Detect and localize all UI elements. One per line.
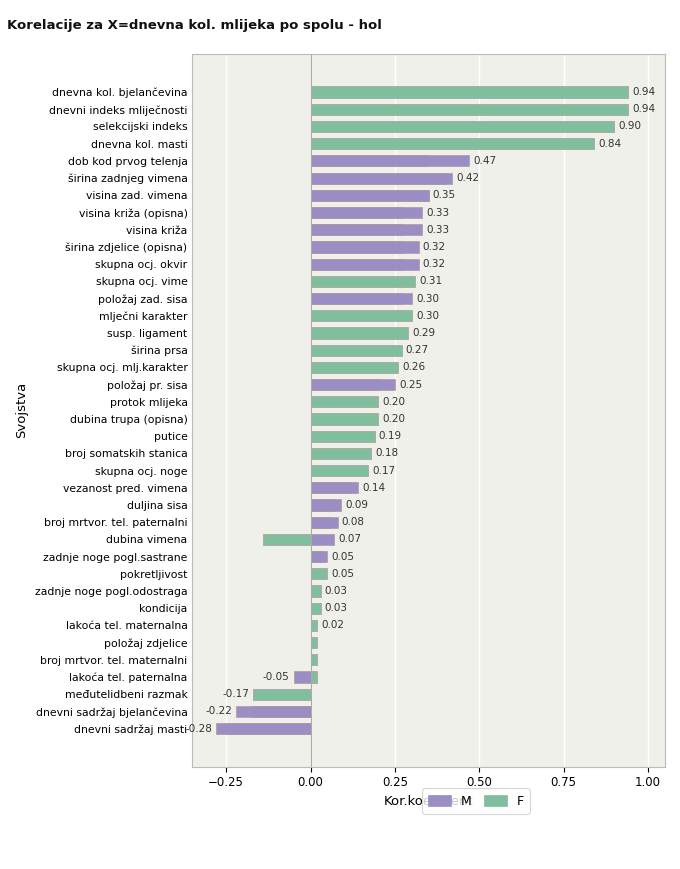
Text: 0.31: 0.31 — [420, 276, 443, 286]
Bar — [311, 482, 358, 494]
Text: 0.08: 0.08 — [341, 517, 364, 527]
Bar — [311, 362, 398, 373]
Bar — [311, 586, 321, 597]
Bar — [311, 207, 422, 218]
Legend: M, F: M, F — [422, 788, 530, 813]
Bar — [311, 242, 419, 253]
Text: 0.09: 0.09 — [345, 500, 368, 510]
Text: 0.02: 0.02 — [322, 620, 344, 630]
Bar — [311, 654, 318, 666]
Bar — [311, 224, 402, 235]
Bar — [311, 379, 378, 390]
Text: 0.33: 0.33 — [426, 225, 449, 235]
Text: 0.17: 0.17 — [372, 466, 395, 475]
Bar — [311, 568, 328, 580]
Bar — [311, 259, 419, 269]
Text: 0.14: 0.14 — [362, 483, 385, 493]
X-axis label: Kor.koeficient: Kor.koeficient — [384, 795, 473, 808]
Bar — [311, 672, 318, 683]
Bar — [311, 414, 378, 425]
Text: 0.25: 0.25 — [399, 380, 422, 389]
Text: 0.32: 0.32 — [423, 259, 446, 269]
Bar — [311, 448, 371, 459]
Text: 0.42: 0.42 — [456, 173, 479, 183]
Bar — [311, 379, 395, 390]
Bar — [311, 310, 412, 322]
Bar — [311, 516, 331, 527]
Text: -0.05: -0.05 — [263, 672, 290, 682]
Text: 0.30: 0.30 — [416, 311, 439, 321]
Text: 0.18: 0.18 — [375, 448, 398, 458]
Bar — [311, 482, 351, 494]
Bar — [311, 344, 402, 355]
Bar — [311, 500, 341, 511]
Bar — [311, 173, 452, 183]
Y-axis label: Svojstva: Svojstva — [15, 382, 28, 439]
Text: -0.22: -0.22 — [205, 706, 233, 716]
Bar — [311, 224, 422, 235]
Bar — [311, 637, 318, 648]
Text: 0.05: 0.05 — [332, 552, 354, 561]
Text: 0.19: 0.19 — [379, 431, 402, 441]
Bar — [311, 259, 402, 269]
Bar — [311, 465, 368, 476]
Bar — [237, 706, 311, 717]
Bar — [311, 189, 428, 201]
Bar — [311, 173, 445, 183]
Bar — [294, 672, 311, 683]
Text: 0.94: 0.94 — [632, 104, 655, 115]
Bar — [311, 396, 378, 408]
Text: 0.90: 0.90 — [618, 122, 641, 131]
Bar — [311, 275, 415, 287]
Text: 0.29: 0.29 — [413, 328, 436, 338]
Text: 0.32: 0.32 — [423, 242, 446, 252]
Text: 0.47: 0.47 — [473, 156, 496, 166]
Bar — [263, 534, 311, 545]
Text: 0.35: 0.35 — [432, 190, 456, 201]
Bar — [311, 551, 328, 562]
Bar — [311, 328, 409, 339]
Bar — [311, 156, 469, 167]
Bar — [311, 602, 321, 614]
Text: 0.33: 0.33 — [426, 208, 449, 217]
Bar — [311, 189, 428, 201]
Text: 0.20: 0.20 — [382, 397, 405, 407]
Text: 0.26: 0.26 — [403, 362, 426, 372]
Text: 0.94: 0.94 — [632, 87, 655, 97]
Text: 0.03: 0.03 — [325, 603, 347, 614]
Bar — [311, 87, 628, 97]
Bar — [311, 207, 402, 218]
Text: Korelacije za X=dnevna kol. mlijeka po spolu - hol: Korelacije za X=dnevna kol. mlijeka po s… — [7, 19, 381, 32]
Bar — [311, 516, 337, 527]
Text: 0.84: 0.84 — [598, 139, 622, 149]
Bar — [311, 620, 318, 631]
Bar — [253, 706, 311, 717]
Bar — [311, 293, 412, 304]
Bar — [253, 688, 311, 700]
Text: 0.27: 0.27 — [406, 345, 429, 355]
Bar — [311, 242, 402, 253]
Bar — [216, 723, 311, 734]
Bar — [311, 138, 594, 149]
Bar — [226, 723, 311, 734]
Text: 0.03: 0.03 — [325, 586, 347, 596]
Bar — [311, 156, 428, 167]
Bar — [311, 293, 402, 304]
Text: -0.28: -0.28 — [185, 724, 212, 733]
Text: 0.07: 0.07 — [338, 534, 361, 544]
Text: 0.05: 0.05 — [332, 569, 354, 579]
Text: 0.30: 0.30 — [416, 294, 439, 303]
Bar — [311, 103, 628, 115]
Bar — [311, 551, 324, 562]
Bar — [311, 430, 375, 441]
Bar — [311, 121, 614, 132]
Text: 0.20: 0.20 — [382, 414, 405, 424]
Bar — [311, 534, 334, 545]
Bar — [311, 500, 334, 511]
Text: -0.17: -0.17 — [222, 689, 249, 700]
